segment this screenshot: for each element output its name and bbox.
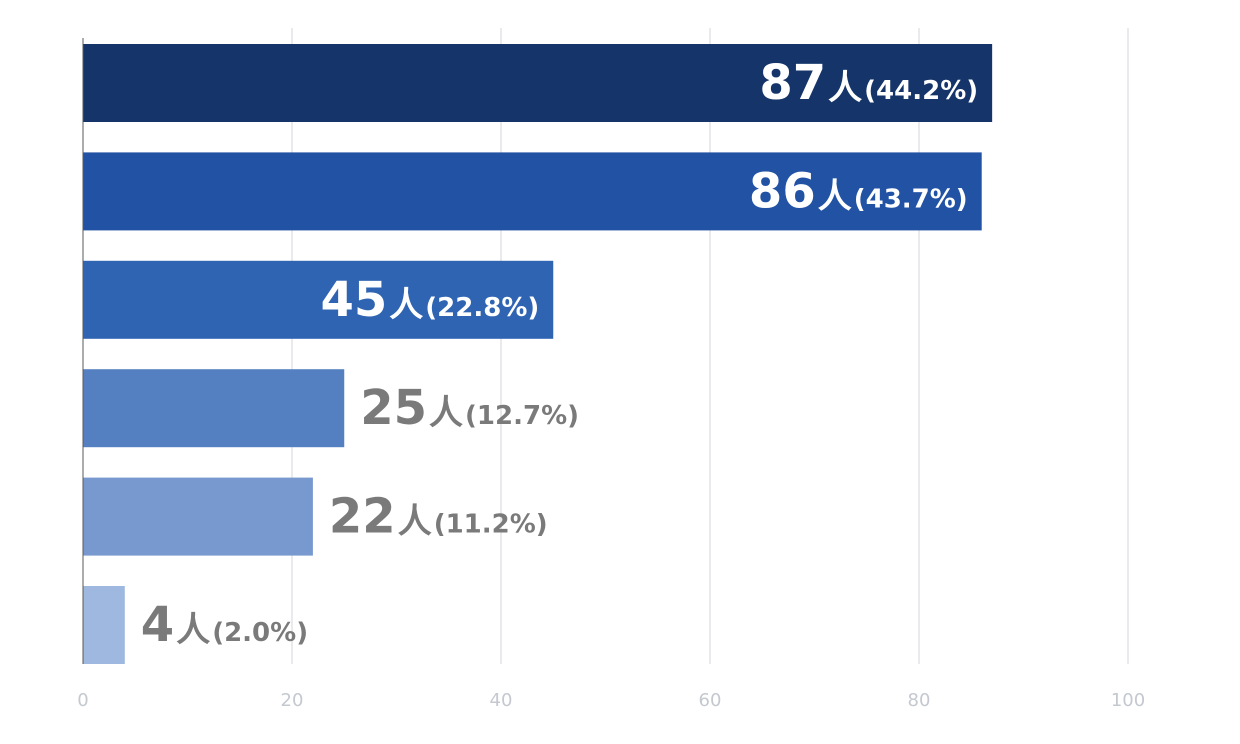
bar-5 bbox=[83, 586, 125, 664]
bars bbox=[83, 44, 993, 664]
gridlines bbox=[291, 28, 1129, 664]
x-tick-label-0: 0 bbox=[77, 690, 88, 711]
bar-value-label-1: 86人(43.7%) bbox=[749, 163, 968, 219]
bar-value-percent: (11.2%) bbox=[434, 510, 548, 540]
bar-value-unit: 人 bbox=[818, 176, 852, 216]
bar-value-number: 86 bbox=[749, 163, 816, 219]
data-labels: 87人(44.2%)86人(43.7%)45人(22.8%)25人(12.7%)… bbox=[141, 55, 978, 653]
bar-value-label-0: 87人(44.2%) bbox=[759, 55, 978, 111]
bar-value-percent: (44.2%) bbox=[864, 76, 978, 106]
bar-value-number: 25 bbox=[360, 380, 427, 436]
x-tick-label-60: 60 bbox=[699, 690, 722, 711]
bar-value-number: 22 bbox=[329, 489, 396, 545]
bar-value-label-4: 22人(11.2%) bbox=[329, 489, 548, 545]
bar-value-unit: 人 bbox=[429, 393, 463, 433]
x-tick-label-20: 20 bbox=[281, 690, 304, 711]
bar-value-percent: (43.7%) bbox=[854, 184, 968, 214]
bar-value-number: 87 bbox=[759, 55, 826, 111]
bar-value-number: 45 bbox=[320, 272, 387, 328]
bar-value-unit: 人 bbox=[398, 502, 432, 542]
bar-value-unit: 人 bbox=[389, 285, 423, 325]
bar-value-label-3: 25人(12.7%) bbox=[360, 380, 579, 436]
bar-4 bbox=[83, 477, 313, 556]
bar-value-percent: (2.0%) bbox=[212, 618, 308, 648]
bar-value-unit: 人 bbox=[828, 68, 862, 108]
bar-value-label-5: 4人(2.0%) bbox=[141, 597, 308, 653]
x-axis: 0 20 40 60 80 100 bbox=[77, 38, 1145, 711]
bar-2 bbox=[83, 260, 554, 339]
bar-0 bbox=[83, 44, 993, 122]
bar-value-unit: 人 bbox=[176, 610, 210, 650]
x-tick-label-40: 40 bbox=[490, 690, 513, 711]
x-tick-label-100: 100 bbox=[1111, 690, 1145, 711]
x-tick-label-80: 80 bbox=[908, 690, 931, 711]
bar-3 bbox=[83, 369, 345, 448]
bar-1 bbox=[83, 152, 982, 231]
bar-value-percent: (12.7%) bbox=[465, 401, 579, 431]
bar-value-number: 4 bbox=[141, 597, 174, 653]
bar-value-label-2: 45人(22.8%) bbox=[320, 272, 539, 328]
bar-value-percent: (22.8%) bbox=[425, 293, 539, 323]
